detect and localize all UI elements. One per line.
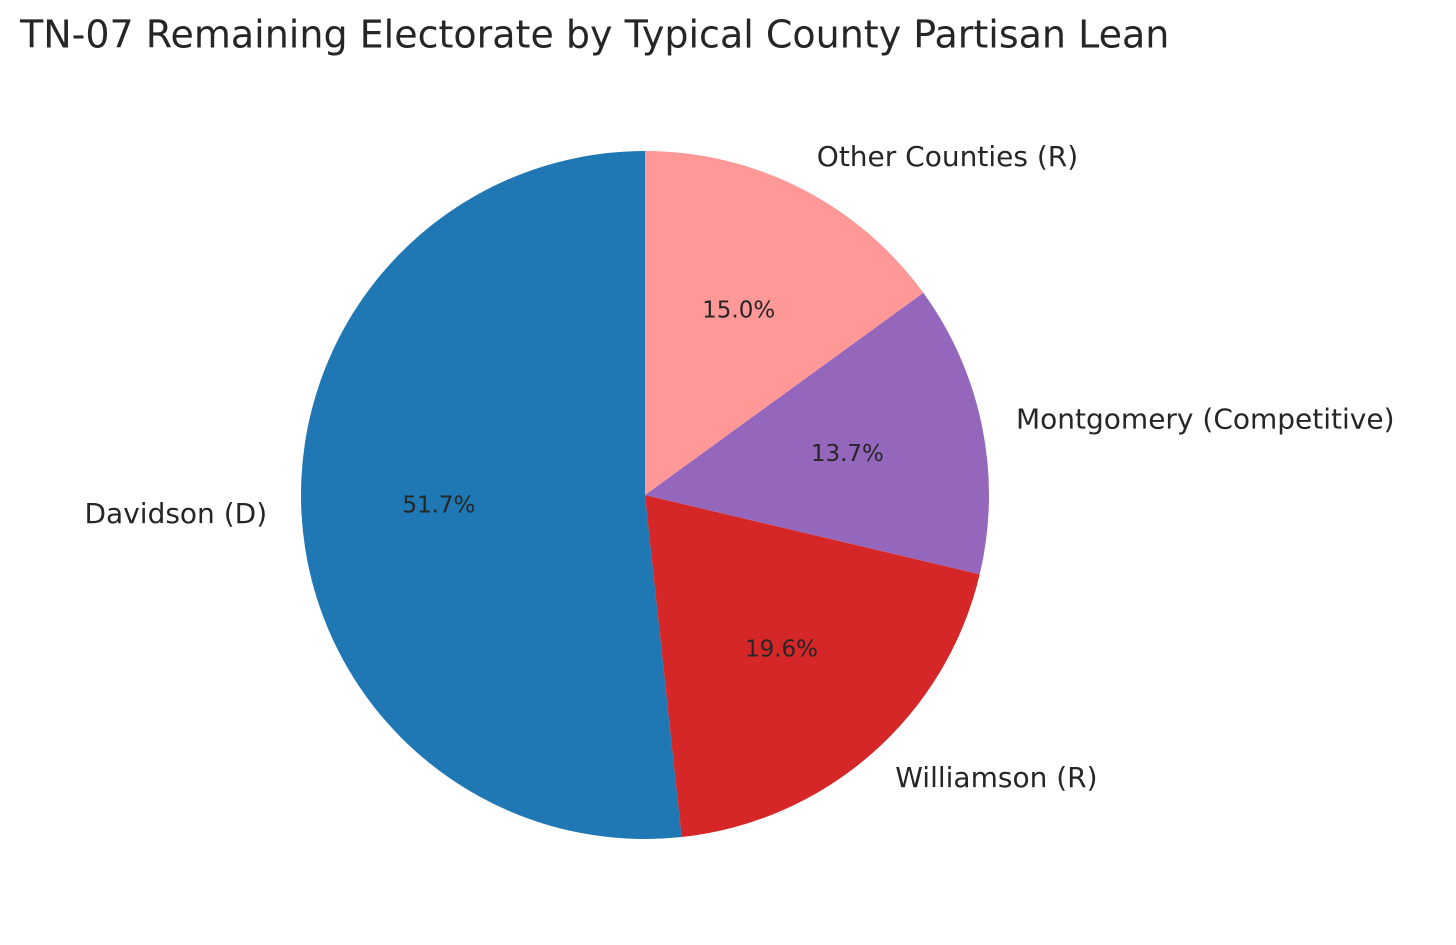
slice-label: Other Counties (R) [817,140,1078,173]
percent-label: 19.6% [745,636,818,662]
slice-label: Williamson (R) [895,761,1097,794]
pie-slice [645,151,924,495]
pie-slice [300,151,682,840]
percent-label: 13.7% [811,441,884,467]
percent-label: 51.7% [402,493,475,519]
pie-slice [645,495,980,838]
percent-label: 15.0% [702,298,775,324]
slice-label: Montgomery (Competitive) [1016,403,1395,436]
chart-title: TN-07 Remaining Electorate by Typical Co… [19,13,1169,57]
pie-slice [645,292,989,575]
slice-label: Davidson (D) [85,497,268,530]
